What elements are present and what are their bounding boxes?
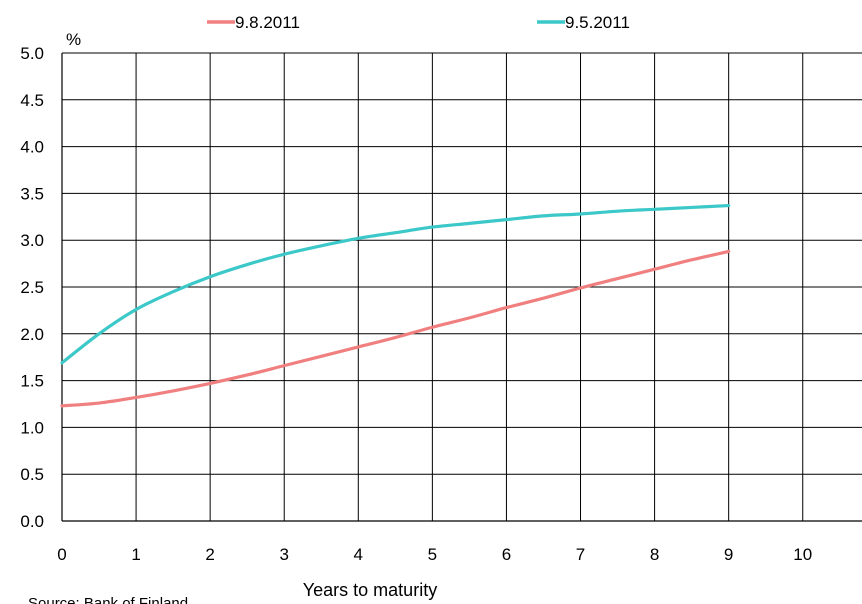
y-tick-label: 3.0	[20, 231, 44, 250]
x-tick-label: 2	[205, 545, 214, 564]
grid	[61, 52, 862, 522]
source-note: Source: Bank of Finland	[28, 595, 188, 604]
legend-label-1: 9.8.2011	[235, 13, 300, 32]
y-tick-label: 1.0	[20, 418, 44, 437]
legend: 9.8.2011 9.5.2011	[207, 13, 630, 32]
x-tick-label: 6	[502, 545, 511, 564]
y-tick-label: 4.0	[20, 138, 44, 157]
y-tick-label: 2.5	[20, 278, 44, 297]
y-axis-ticks: 0.0 0.5 1.0 1.5 2.0 2.5 3.0 3.5 4.0 4.5 5.0	[20, 44, 44, 531]
y-tick-label: 3.5	[20, 184, 44, 203]
x-axis-title: Years to maturity	[303, 580, 437, 600]
y-tick-label: 1.5	[20, 372, 44, 391]
x-tick-label: 5	[428, 545, 437, 564]
x-tick-label: 8	[650, 545, 659, 564]
x-axis-ticks: 0 1 2 3 4 5 6 7 8 9 10	[57, 545, 812, 564]
series-line-1	[60, 249, 731, 408]
y-axis-unit-label: %	[66, 30, 81, 49]
y-tick-label: 2.0	[20, 325, 44, 344]
y-tick-label: 4.5	[20, 91, 44, 110]
x-tick-label: 4	[354, 545, 363, 564]
x-tick-label: 3	[279, 545, 288, 564]
y-tick-label: 5.0	[20, 44, 44, 63]
y-tick-label: 0.0	[20, 512, 44, 531]
series-lines	[60, 203, 731, 408]
x-tick-label: 10	[793, 545, 812, 564]
x-tick-label: 1	[131, 545, 140, 564]
x-tick-label: 0	[57, 545, 66, 564]
series-line-2	[60, 203, 731, 365]
y-tick-label: 0.5	[20, 465, 44, 484]
legend-label-2: 9.5.2011	[565, 13, 630, 32]
x-tick-label: 7	[576, 545, 585, 564]
x-tick-label: 9	[724, 545, 733, 564]
